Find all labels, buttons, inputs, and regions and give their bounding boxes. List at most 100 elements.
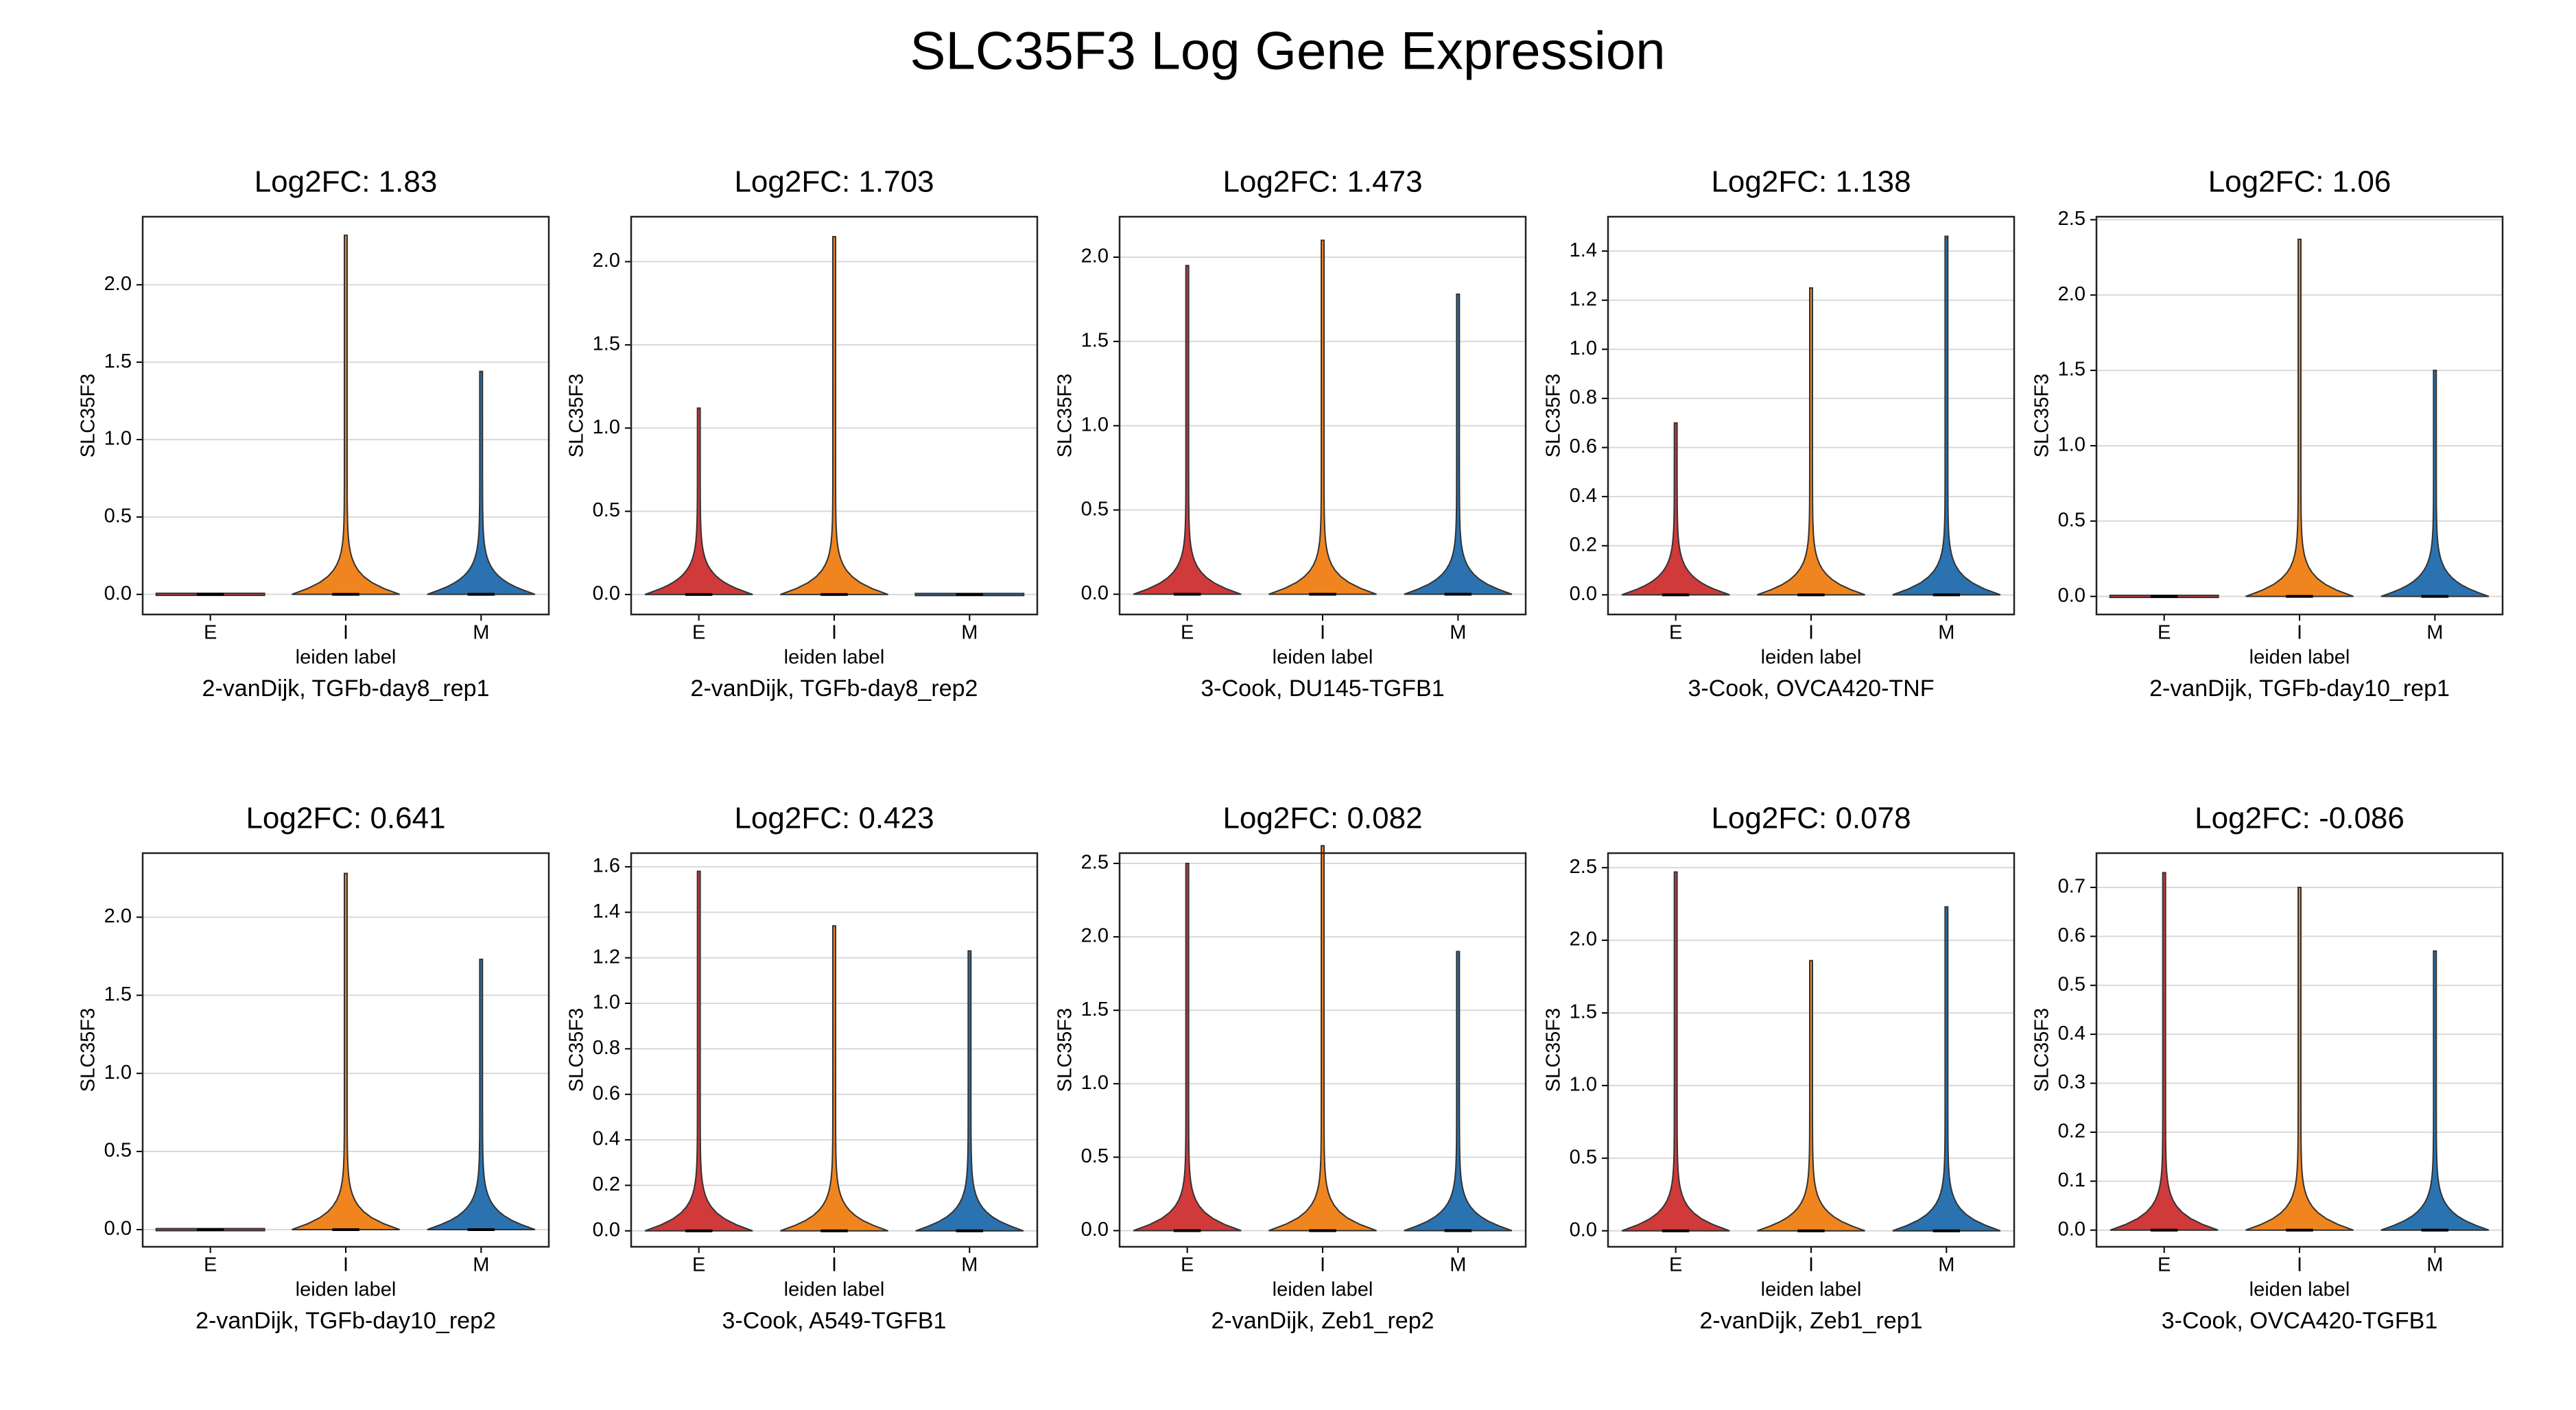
subplot-caption: 2-vanDijk, TGFb-day10_rep2	[196, 1308, 496, 1334]
y-tick-label: 2.0	[1570, 929, 1597, 951]
y-tick-label: 2.0	[2058, 283, 2085, 305]
y-tick-label: 2.0	[593, 250, 620, 272]
x-tick-label: E	[204, 1254, 217, 1276]
x-tick-label: I	[343, 1254, 348, 1276]
y-tick-label: 0.2	[1570, 534, 1597, 555]
y-tick-label: 0.6	[1570, 435, 1597, 457]
x-tick-label: E	[692, 1254, 705, 1276]
x-tick-label: I	[1808, 622, 1814, 644]
axes-frame	[630, 852, 1039, 1248]
x-tick-label: M	[2426, 1254, 2443, 1276]
y-tick-label: 1.0	[2058, 434, 2085, 456]
x-axis-label: leiden label	[784, 647, 885, 669]
violin	[644, 870, 753, 1232]
y-tick-label: 0.0	[593, 583, 620, 605]
y-tick-label: 1.5	[2058, 359, 2085, 381]
y-axis-label: SLC35F3	[2031, 374, 2053, 458]
subplot-caption: 3-Cook, OVCA420-TGFB1	[2162, 1308, 2437, 1334]
violin	[780, 236, 888, 595]
violin	[1757, 287, 1865, 596]
x-tick-label: M	[473, 622, 489, 644]
y-axis-label: SLC35F3	[1054, 374, 1076, 458]
y-tick-label: 0.0	[593, 1219, 620, 1241]
axes-frame	[1118, 215, 1527, 616]
x-tick-label: E	[692, 622, 705, 644]
violin	[2110, 872, 2219, 1231]
y-tick-label: 2.5	[1570, 856, 1597, 878]
y-tick-label: 0.0	[1570, 1219, 1597, 1241]
subplot-title: Log2FC: 1.703	[734, 165, 934, 199]
x-axis-label: leiden label	[2249, 647, 2350, 669]
x-tick-label: M	[1450, 1254, 1466, 1276]
violin	[1621, 871, 1730, 1232]
y-tick-label: 2.0	[1081, 246, 1109, 267]
y-tick-label: 0.0	[2058, 1218, 2085, 1240]
x-tick-label: I	[2297, 622, 2302, 644]
violin	[1133, 265, 1242, 595]
y-tick-label: 1.0	[1570, 1074, 1597, 1096]
violin	[2380, 370, 2490, 597]
y-tick-label: 1.5	[104, 350, 132, 372]
x-tick-label: M	[1938, 622, 1954, 644]
violin	[2380, 950, 2490, 1231]
x-axis-label: leiden label	[1273, 1279, 1373, 1301]
subplot-title: Log2FC: 0.423	[734, 802, 934, 835]
violin	[292, 235, 400, 595]
x-tick-label: M	[2426, 622, 2443, 644]
figure-title: SLC35F3 Log Gene Expression	[910, 21, 1665, 81]
subplot-title: Log2FC: 1.138	[1711, 165, 1911, 199]
subplot-caption: 3-Cook, A549-TGFB1	[722, 1308, 947, 1334]
subplot-caption: 3-Cook, DU145-TGFB1	[1201, 676, 1444, 702]
y-tick-label: 1.0	[104, 1062, 132, 1084]
y-tick-label: 0.0	[104, 582, 132, 604]
x-tick-label: I	[831, 622, 837, 644]
subplot-caption: 2-vanDijk, Zeb1_rep2	[1211, 1308, 1434, 1334]
y-axis-label: SLC35F3	[566, 1008, 588, 1092]
y-tick-label: 1.0	[1081, 1072, 1109, 1094]
violin	[644, 407, 753, 595]
y-tick-label: 0.8	[1570, 387, 1597, 409]
y-tick-label: 0.5	[593, 499, 620, 521]
y-axis-label: SLC35F3	[78, 374, 99, 458]
x-tick-label: E	[1669, 622, 1682, 644]
y-tick-label: 0.7	[2058, 876, 2085, 898]
y-tick-label: 0.5	[2058, 509, 2085, 531]
subplot-title: Log2FC: -0.086	[2195, 802, 2404, 835]
y-tick-label: 0.0	[1570, 583, 1597, 605]
violin	[1404, 951, 1513, 1232]
y-tick-label: 1.5	[1081, 330, 1109, 352]
y-axis-label: SLC35F3	[566, 374, 588, 458]
y-tick-label: 0.3	[2058, 1071, 2085, 1093]
y-tick-label: 0.5	[1570, 1146, 1597, 1168]
x-tick-label: I	[1808, 1254, 1814, 1276]
y-tick-label: 0.5	[104, 505, 132, 527]
y-tick-label: 0.4	[593, 1128, 620, 1150]
violin	[2245, 238, 2354, 597]
x-tick-label: M	[1450, 622, 1466, 644]
y-tick-label: 1.5	[1081, 999, 1109, 1020]
y-tick-label: 2.0	[1081, 925, 1109, 947]
y-axis-label: SLC35F3	[1543, 1008, 1565, 1092]
y-tick-label: 0.5	[1081, 498, 1109, 520]
x-axis-label: leiden label	[296, 1279, 397, 1301]
y-tick-label: 2.0	[104, 273, 132, 295]
y-axis-label: SLC35F3	[1054, 1008, 1076, 1092]
violin	[1268, 239, 1377, 595]
y-tick-label: 2.5	[1081, 852, 1109, 874]
subplot-caption: 2-vanDijk, TGFb-day8_rep1	[202, 676, 490, 702]
x-tick-label: M	[961, 1254, 978, 1276]
y-tick-label: 1.5	[593, 333, 620, 355]
y-axis-label: SLC35F3	[1543, 374, 1565, 458]
y-tick-label: 1.0	[1570, 337, 1597, 359]
x-axis-label: leiden label	[2249, 1279, 2350, 1301]
violin	[780, 925, 888, 1232]
y-axis-label: SLC35F3	[78, 1008, 99, 1092]
y-tick-label: 1.5	[104, 983, 132, 1005]
x-tick-label: E	[204, 622, 217, 644]
x-tick-label: I	[1320, 1254, 1325, 1276]
x-tick-label: I	[343, 622, 348, 644]
y-tick-label: 0.2	[593, 1173, 620, 1195]
y-tick-label: 0.6	[593, 1082, 620, 1104]
x-axis-label: leiden label	[1761, 1279, 1862, 1301]
subplot-title: Log2FC: 0.641	[246, 802, 445, 835]
